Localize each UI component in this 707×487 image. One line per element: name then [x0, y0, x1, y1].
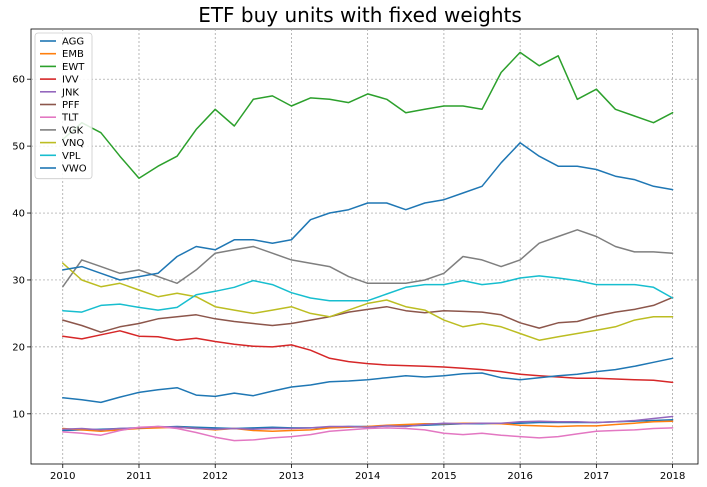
y-tick-label: 40: [12, 209, 25, 220]
legend-entry-pff: PFF: [62, 100, 80, 111]
y-tick-label: 50: [12, 142, 25, 153]
legend-entry-agg: AGG: [62, 37, 84, 48]
x-tick-label: 2012: [202, 471, 227, 482]
series-line-ivv: [62, 330, 674, 384]
x-tick-label: 2017: [584, 471, 609, 482]
x-tick-label: 2015: [431, 471, 456, 482]
y-tick-label: 20: [12, 342, 25, 353]
series-line-vpl: [62, 275, 674, 313]
legend-entry-vnq: VNQ: [62, 138, 84, 149]
grid: [31, 29, 698, 464]
plot-area: 2010 2011 2012 2013 2014 2015 2016 2017 2018 10 2…: [12, 28, 699, 482]
x-tick-label: 2018: [660, 471, 685, 482]
legend-entry-ivv: IVV: [62, 75, 79, 86]
x-tick-label: 2016: [507, 471, 532, 482]
x-axis: 2010 2011 2012 2013 2014 2015 2016 2017 2018: [50, 464, 685, 482]
legend-entry-vpl: VPL: [62, 151, 81, 162]
chart-title: ETF buy units with fixed weights: [198, 3, 522, 27]
legend-entry-tlt: TLT: [61, 113, 79, 124]
y-tick-label: 60: [12, 75, 25, 86]
legend-entry-vgk: VGK: [62, 125, 84, 136]
series-line-vgk: [62, 229, 674, 288]
x-tick-label: 2013: [279, 471, 304, 482]
legend-entry-emb: EMB: [62, 49, 84, 60]
y-tick-label: 10: [12, 409, 25, 420]
x-tick-label: 2014: [355, 471, 380, 482]
series-lines: [62, 51, 674, 442]
x-tick-label: 2010: [50, 471, 75, 482]
series-line-ewt: [62, 51, 674, 179]
y-axis: 10 20 30 40 50 60: [12, 75, 31, 420]
series-line-tlt: [62, 425, 674, 442]
plot-frame: [30, 28, 699, 465]
series-line-pff: [62, 296, 674, 333]
series-line-vwo: [62, 142, 674, 281]
legend-entry-jnk: JNK: [61, 87, 79, 98]
series-line-unlabeled: [62, 357, 674, 404]
legend-entry-vwo: VWO: [62, 164, 87, 175]
legend-entry-ewt: EWT: [62, 62, 85, 73]
series-line-vnq: [62, 262, 674, 341]
x-tick-label: 2011: [126, 471, 151, 482]
y-tick-label: 30: [12, 275, 25, 286]
